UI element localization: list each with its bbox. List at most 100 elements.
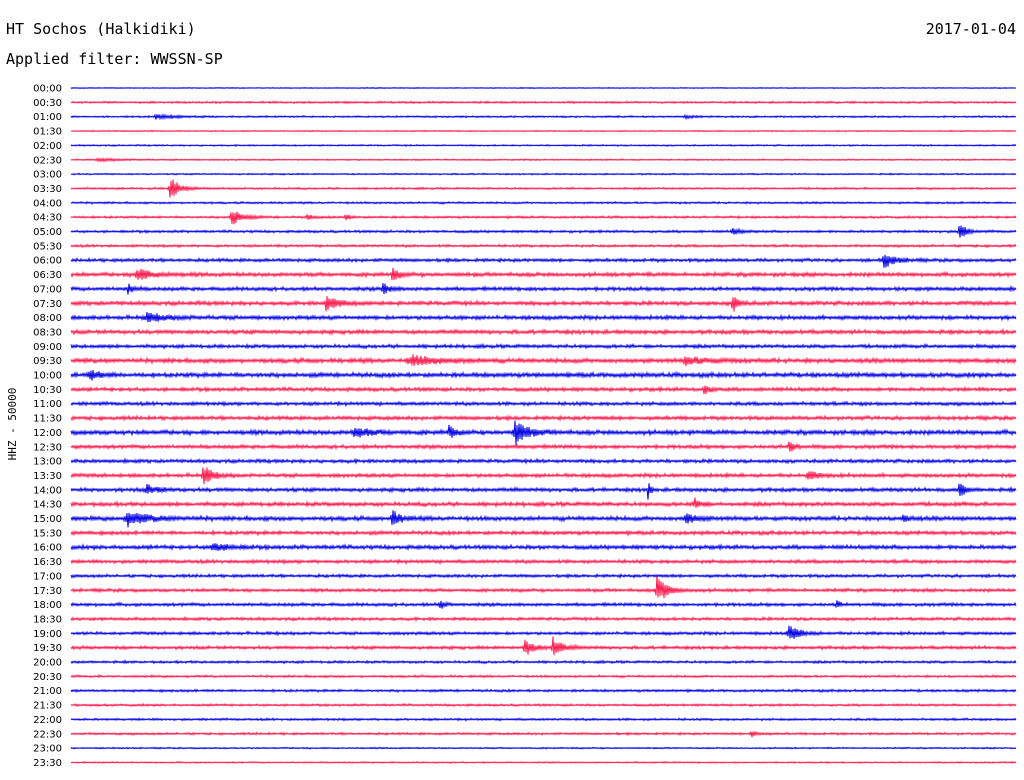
trace-2130 [70,702,1017,708]
trace-1530 [70,528,1017,537]
trace-1200 [70,420,1017,445]
tick-label-0800: 08:00 [33,313,62,324]
trace-1300 [70,457,1017,465]
trace-2030 [70,674,1017,679]
trace-2330 [70,760,1017,765]
trace-2300 [70,746,1017,750]
tick-label-2200: 22:00 [33,715,62,726]
tick-label-0200: 02:00 [33,141,62,152]
trace-1730 [70,575,1017,599]
trace-0330 [70,179,1017,198]
tick-label-0230: 02:30 [33,155,62,166]
tick-label-1130: 11:30 [33,414,62,425]
tick-label-0100: 01:00 [33,112,62,123]
tick-label-0600: 06:00 [33,256,62,267]
tick-label-0930: 09:30 [33,356,62,367]
record-date: 2017-01-04 [925,20,1016,38]
trace-1800 [70,600,1017,609]
station-title: HT Sochos (Halkidiki) [6,20,196,38]
trace-1500 [70,510,1017,528]
tick-label-1430: 14:30 [33,500,62,511]
tick-label-2300: 23:00 [33,744,62,755]
tick-label-1900: 19:00 [33,629,62,640]
tick-label-0430: 04:30 [33,213,62,224]
trace-2000 [70,659,1017,665]
trace-1430 [70,497,1017,509]
tick-label-0730: 07:30 [33,299,62,310]
trace-0930 [70,354,1017,367]
tick-label-1800: 18:00 [33,600,62,611]
trace-0530 [70,243,1017,249]
tick-label-1200: 12:00 [33,428,62,439]
tick-label-1700: 17:00 [33,571,62,582]
tick-label-0300: 03:00 [33,170,62,181]
trace-1600 [70,543,1017,552]
tick-label-1230: 12:30 [33,442,62,453]
trace-1630 [70,558,1017,566]
tick-label-0530: 05:30 [33,241,62,252]
tick-label-0830: 08:30 [33,327,62,338]
tick-label-0130: 01:30 [33,127,62,138]
trace-1030 [70,385,1017,395]
tick-label-2030: 20:30 [33,672,62,683]
trace-1100 [70,400,1017,408]
trace-0000 [70,86,1017,90]
trace-0430 [70,211,1017,225]
trace-0230 [70,157,1017,163]
tick-label-2230: 22:30 [33,729,62,740]
tick-label-0330: 03:30 [33,184,62,195]
filter-label: Applied filter: WWSSN-SP [6,50,223,68]
trace-0200 [70,143,1017,148]
trace-0630 [70,267,1017,281]
y-axis-label: HHZ - 50000 [6,388,19,461]
tick-label-2000: 20:00 [33,658,62,669]
tick-label-0900: 09:00 [33,342,62,353]
trace-0100 [70,113,1017,121]
trace-2230 [70,730,1017,738]
tick-label-1300: 13:00 [33,457,62,468]
trace-0830 [70,327,1017,336]
tick-label-1500: 15:00 [33,514,62,525]
tick-label-1630: 16:30 [33,557,62,568]
tick-label-1100: 11:00 [33,399,62,410]
trace-0130 [70,129,1017,133]
tick-label-2130: 21:30 [33,701,62,712]
tick-label-1530: 15:30 [33,528,62,539]
tick-label-1030: 10:30 [33,385,62,396]
trace-1900 [70,625,1017,639]
trace-0900 [70,342,1017,350]
trace-0030 [70,100,1017,105]
tick-label-1730: 17:30 [33,586,62,597]
tick-label-2100: 21:00 [33,686,62,697]
trace-0400 [70,200,1017,205]
trace-0500 [70,225,1017,238]
tick-label-1330: 13:30 [33,471,62,482]
trace-1400 [70,483,1017,500]
tick-label-0400: 04:00 [33,198,62,209]
trace-1130 [70,414,1017,423]
tick-label-1400: 14:00 [33,485,62,496]
trace-1330 [70,467,1017,485]
tick-label-0000: 00:00 [33,84,62,95]
time-tick-group: 00:00 00:30 01:00 01:30 02:00 02:30 03:00 03:30… [33,84,62,769]
trace-2100 [70,688,1017,694]
trace-1830 [70,615,1017,623]
trace-1000 [70,369,1017,381]
tick-label-1930: 19:30 [33,643,62,654]
trace-1230 [70,441,1017,452]
tick-label-1600: 16:00 [33,543,62,554]
trace-1930 [70,636,1017,656]
tick-label-1000: 10:00 [33,371,62,382]
tick-label-2330: 23:30 [33,758,62,769]
trace-0600 [70,254,1017,268]
trace-1700 [70,572,1017,580]
trace-0800 [70,312,1017,323]
trace-2200 [70,717,1017,722]
trace-group [70,86,1017,765]
trace-0700 [70,283,1017,295]
tick-label-0700: 07:00 [33,284,62,295]
tick-label-0630: 06:30 [33,270,62,281]
tick-label-1830: 18:30 [33,614,62,625]
trace-0300 [70,172,1017,176]
